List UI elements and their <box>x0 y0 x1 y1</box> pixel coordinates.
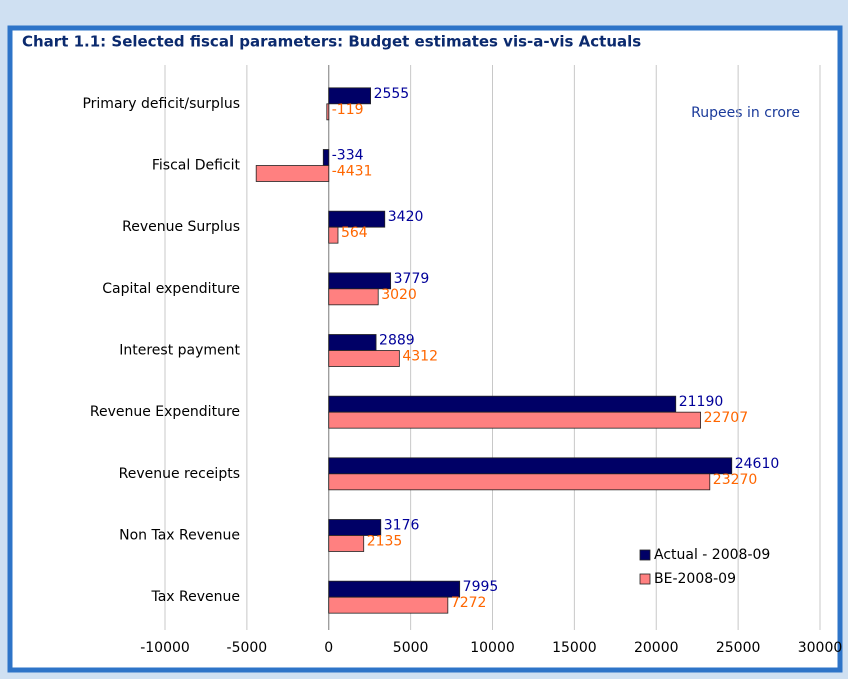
x-tick-label: 30000 <box>798 640 843 656</box>
y-tick-label: Revenue receipts <box>119 466 240 482</box>
bar <box>328 226 339 244</box>
y-tick-label: Fiscal Deficit <box>152 158 241 174</box>
data-label: 7272 <box>451 595 487 611</box>
data-label: 3420 <box>388 209 424 225</box>
x-tick-label: 5000 <box>393 640 429 656</box>
y-tick-label: Capital expenditure <box>102 281 240 297</box>
y-tick-label: Non Tax Revenue <box>119 528 240 544</box>
bar <box>328 350 400 367</box>
bar <box>322 149 330 166</box>
data-label: 2135 <box>367 534 403 550</box>
legend-label: Actual - 2008-09 <box>654 547 770 563</box>
data-label: 2889 <box>379 333 415 349</box>
bar <box>328 411 701 429</box>
legend-swatch <box>639 573 651 585</box>
data-label: 7995 <box>463 579 499 595</box>
legend-swatch <box>639 549 651 561</box>
bar <box>328 334 377 351</box>
x-tick-label: -5000 <box>227 640 268 656</box>
y-tick-label: Tax Revenue <box>150 589 240 605</box>
data-label: -119 <box>332 102 364 118</box>
data-label: -4431 <box>332 164 373 180</box>
bar <box>328 210 386 228</box>
data-label: 3176 <box>384 518 420 534</box>
data-label: 2555 <box>374 86 410 102</box>
data-label: 23270 <box>713 472 758 488</box>
data-label: 22707 <box>704 410 749 426</box>
x-tick-label: 20000 <box>634 640 679 656</box>
y-tick-label: Revenue Expenditure <box>90 404 240 420</box>
chart-title: Chart 1.1: Selected fiscal parameters: B… <box>22 33 641 51</box>
data-label: 564 <box>341 225 368 241</box>
frame <box>7 25 843 673</box>
data-label: 21190 <box>679 394 724 410</box>
bar <box>328 596 449 614</box>
x-tick-label: -10000 <box>140 640 190 656</box>
x-tick-label: 25000 <box>716 640 761 656</box>
bar <box>255 165 330 182</box>
data-label: 4312 <box>402 349 438 365</box>
bar <box>328 395 677 413</box>
x-tick-label: 0 <box>324 640 333 656</box>
bar <box>328 457 733 475</box>
y-tick-label: Revenue Surplus <box>122 219 240 235</box>
data-label: 3779 <box>394 271 430 287</box>
x-tick-label: 15000 <box>552 640 597 656</box>
bar <box>328 473 711 491</box>
x-tick-label: 10000 <box>470 640 515 656</box>
y-tick-label: Interest payment <box>119 343 240 359</box>
legend-label: BE-2008-09 <box>654 571 736 587</box>
data-label: 24610 <box>735 456 780 472</box>
bar <box>328 535 365 552</box>
y-tick-label: Primary deficit/surplus <box>82 96 240 112</box>
bar <box>328 580 461 598</box>
data-label: 3020 <box>381 287 417 303</box>
bar <box>328 87 371 105</box>
data-label: -334 <box>332 148 364 164</box>
bar <box>326 103 330 121</box>
annotation: Rupees in crore <box>691 105 800 121</box>
bar <box>328 288 379 306</box>
